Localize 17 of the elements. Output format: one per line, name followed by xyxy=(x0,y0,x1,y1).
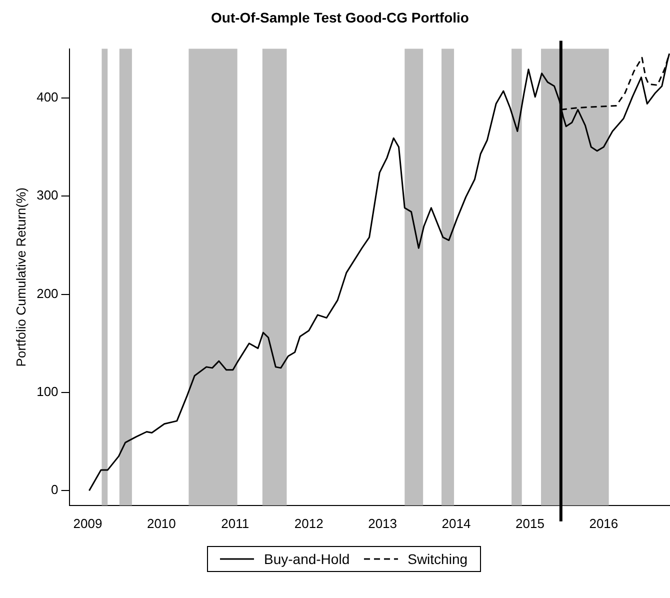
x-tick-label: 2010 xyxy=(146,516,176,531)
legend-label: Buy-and-Hold xyxy=(264,551,350,567)
x-tick-label: 2009 xyxy=(73,516,102,531)
x-tick-label: 2013 xyxy=(368,516,398,531)
x-tick-label: 2016 xyxy=(589,516,618,531)
x-tick-label: 2014 xyxy=(442,516,471,531)
x-tick-label: 2015 xyxy=(515,516,544,531)
y-axis-title: Portfolio Cumulative Return(%) xyxy=(13,188,28,367)
x-tick-label: 2012 xyxy=(294,516,324,531)
y-tick-label: 400 xyxy=(36,89,58,104)
y-tick-label: 0 xyxy=(51,482,58,498)
chart-title: Out-Of-Sample Test Good-CG Portfolio xyxy=(211,9,469,26)
y-tick-label: 300 xyxy=(36,188,58,203)
y-tick-label: 200 xyxy=(36,286,58,301)
y-tick-label: 100 xyxy=(36,384,58,400)
x-tick-label: 2011 xyxy=(221,516,250,531)
legend-label: Switching xyxy=(408,551,468,567)
